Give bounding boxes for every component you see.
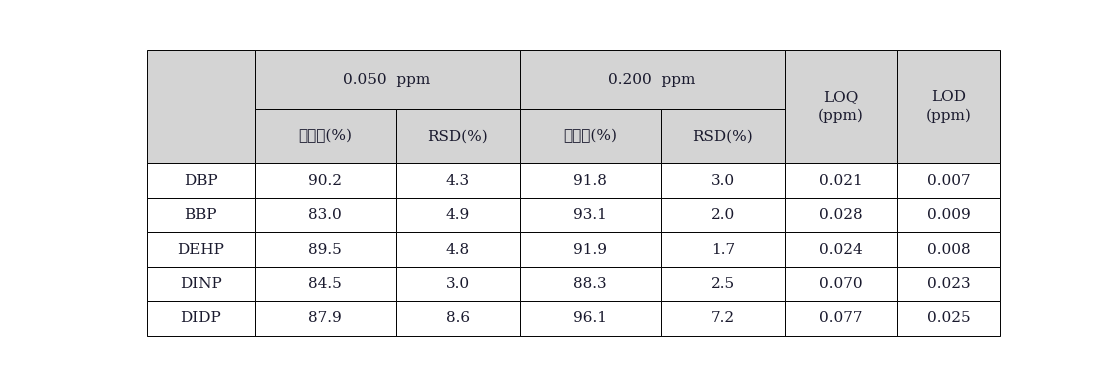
- Bar: [519, 109, 660, 163]
- Bar: [897, 301, 1000, 335]
- Text: 93.1: 93.1: [573, 208, 608, 222]
- Bar: [660, 109, 784, 163]
- Bar: [519, 232, 660, 267]
- Bar: [254, 301, 396, 335]
- Bar: [396, 198, 519, 232]
- Bar: [396, 301, 519, 335]
- Text: 91.8: 91.8: [573, 174, 608, 188]
- Bar: [396, 109, 519, 163]
- Text: 3.0: 3.0: [711, 174, 735, 188]
- Text: 0.007: 0.007: [927, 174, 970, 188]
- Bar: [519, 198, 660, 232]
- Text: 1.7: 1.7: [711, 243, 735, 257]
- Text: 84.5: 84.5: [308, 277, 342, 291]
- Bar: [147, 232, 254, 267]
- Text: 8.6: 8.6: [445, 311, 470, 325]
- Text: 0.077: 0.077: [819, 311, 863, 325]
- Bar: [784, 163, 897, 198]
- Text: RSD(%): RSD(%): [693, 129, 753, 143]
- Text: 96.1: 96.1: [573, 311, 608, 325]
- Text: 4.9: 4.9: [445, 208, 470, 222]
- Text: 87.9: 87.9: [308, 311, 342, 325]
- Bar: [897, 232, 1000, 267]
- Bar: [519, 267, 660, 301]
- Text: 90.2: 90.2: [308, 174, 342, 188]
- Text: 0.024: 0.024: [819, 243, 863, 257]
- Bar: [897, 163, 1000, 198]
- Bar: [897, 50, 1000, 163]
- Text: DBP: DBP: [184, 174, 217, 188]
- Text: DIDP: DIDP: [180, 311, 222, 325]
- Bar: [519, 50, 784, 109]
- Bar: [784, 232, 897, 267]
- Bar: [784, 267, 897, 301]
- Text: 0.009: 0.009: [927, 208, 970, 222]
- Text: 4.8: 4.8: [445, 243, 470, 257]
- Bar: [660, 163, 784, 198]
- Text: 2.0: 2.0: [711, 208, 735, 222]
- Bar: [897, 198, 1000, 232]
- Bar: [147, 301, 254, 335]
- Text: 회수율(%): 회수율(%): [563, 129, 618, 143]
- Text: 0.200  ppm: 0.200 ppm: [609, 73, 696, 87]
- Bar: [396, 267, 519, 301]
- Bar: [396, 163, 519, 198]
- Text: RSD(%): RSD(%): [427, 129, 488, 143]
- Text: 0.008: 0.008: [927, 243, 970, 257]
- Text: LOQ
(ppm): LOQ (ppm): [818, 91, 864, 123]
- Text: DINP: DINP: [180, 277, 222, 291]
- Bar: [660, 267, 784, 301]
- Text: 2.5: 2.5: [711, 277, 735, 291]
- Bar: [784, 198, 897, 232]
- Text: 0.070: 0.070: [819, 277, 863, 291]
- Bar: [519, 301, 660, 335]
- Bar: [254, 267, 396, 301]
- Bar: [254, 198, 396, 232]
- Bar: [147, 163, 254, 198]
- Text: 0.021: 0.021: [819, 174, 863, 188]
- Text: 89.5: 89.5: [308, 243, 342, 257]
- Bar: [784, 50, 897, 163]
- Bar: [254, 109, 396, 163]
- Bar: [519, 163, 660, 198]
- Bar: [897, 267, 1000, 301]
- Bar: [147, 50, 254, 163]
- Text: 0.023: 0.023: [927, 277, 970, 291]
- Text: BBP: BBP: [185, 208, 217, 222]
- Text: DEHP: DEHP: [177, 243, 224, 257]
- Bar: [660, 301, 784, 335]
- Text: 0.028: 0.028: [819, 208, 863, 222]
- Text: 88.3: 88.3: [573, 277, 606, 291]
- Bar: [254, 232, 396, 267]
- Text: 91.9: 91.9: [573, 243, 608, 257]
- Bar: [660, 232, 784, 267]
- Text: 7.2: 7.2: [711, 311, 735, 325]
- Bar: [147, 198, 254, 232]
- Text: LOD
(ppm): LOD (ppm): [925, 91, 971, 123]
- Bar: [254, 50, 519, 109]
- Text: 0.025: 0.025: [927, 311, 970, 325]
- Bar: [254, 163, 396, 198]
- Text: 3.0: 3.0: [445, 277, 470, 291]
- Text: 0.050  ppm: 0.050 ppm: [344, 73, 431, 87]
- Bar: [396, 232, 519, 267]
- Text: 4.3: 4.3: [445, 174, 470, 188]
- Bar: [660, 198, 784, 232]
- Text: 83.0: 83.0: [308, 208, 342, 222]
- Text: 회수율(%): 회수율(%): [298, 129, 352, 143]
- Bar: [147, 267, 254, 301]
- Bar: [784, 301, 897, 335]
